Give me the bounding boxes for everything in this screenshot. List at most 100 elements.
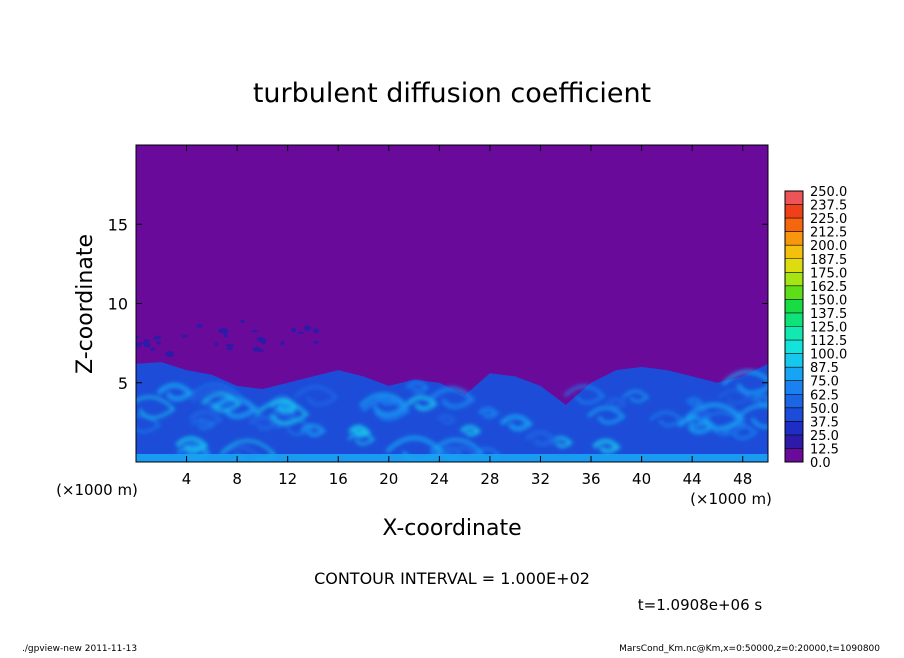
eddy-swirl <box>276 418 314 436</box>
x-tick-label: 24 <box>430 470 449 488</box>
x-tick-label: 8 <box>232 470 242 488</box>
eddy-swirl <box>190 418 215 430</box>
eddy-swirl <box>605 397 628 409</box>
detached-patch <box>214 342 219 347</box>
colorbar-swatch <box>785 272 803 286</box>
colorbar-swatch <box>785 258 803 273</box>
detached-patch <box>313 328 320 334</box>
y-tick-label: 10 <box>108 295 128 314</box>
eddy-swirl <box>405 380 430 394</box>
eddy-swirls <box>136 369 768 462</box>
eddy-swirl <box>499 414 534 432</box>
detached-patch <box>225 343 235 347</box>
colorbar-swatch <box>785 299 803 313</box>
colorbar-swatch <box>785 245 803 259</box>
detached-patch <box>143 343 151 348</box>
eddy-swirl <box>717 389 751 405</box>
colorbar-swatch <box>785 326 803 341</box>
eddy-swirl <box>586 406 626 425</box>
colorbar-swatch <box>785 394 803 408</box>
eddy-swirl <box>524 430 558 447</box>
colorbar-swatch <box>785 285 803 300</box>
colorbar-swatch <box>785 380 803 395</box>
eddy-swirl <box>247 414 280 431</box>
chart-title: turbulent diffusion coefficient <box>253 78 651 109</box>
eddy-swirl <box>428 386 476 410</box>
colorbar-level-label: 187.5 <box>810 253 847 268</box>
eddy-swirl <box>563 384 606 405</box>
colorbar <box>784 190 804 463</box>
y-tick-labels: 5 10 15 <box>108 215 128 393</box>
colorbar-level-label: 0.0 <box>810 456 831 471</box>
colorbar-level-label: 100.0 <box>810 348 847 363</box>
detached-patch <box>312 340 319 344</box>
eddy-swirl <box>136 414 162 433</box>
colorbar-level-label: 225.0 <box>810 212 847 227</box>
eddy-swirl <box>685 397 704 407</box>
eddy-swirl <box>200 392 242 412</box>
detached-patch <box>251 329 259 333</box>
eddy-swirl <box>210 396 259 419</box>
colorbar-swatch <box>785 367 803 381</box>
detached-patch <box>240 319 246 324</box>
x-tick-label: 36 <box>581 470 600 488</box>
x-tick-label: 48 <box>733 470 752 488</box>
eddy-swirl <box>136 395 176 419</box>
eddy-swirl <box>592 438 622 454</box>
y-tick-label: 5 <box>118 374 128 393</box>
x-tick-label: 32 <box>531 470 550 488</box>
colorbar-level-label: 237.5 <box>810 199 847 214</box>
eddy-swirl <box>156 382 194 402</box>
colorbar-level-label: 125.0 <box>810 321 847 336</box>
detached-patch <box>150 347 155 351</box>
footer-right-text: MarsCond_Km.nc@Km,x=0:50000,z=0:20000,t=… <box>619 644 880 654</box>
time-stamp-text: t=1.0908e+06 s <box>638 596 763 614</box>
eddy-swirl <box>459 424 482 437</box>
eddy-swirl <box>477 406 500 419</box>
detached-patch <box>226 347 234 351</box>
colorbar-level-label: 250.0 <box>810 185 847 200</box>
detached-patch <box>257 336 264 342</box>
eddy-swirl <box>190 387 244 413</box>
colorbar-level-label: 12.5 <box>810 442 839 457</box>
y-tick-label: 15 <box>108 215 128 234</box>
detached-patch <box>223 332 228 338</box>
detached-patch <box>136 336 140 339</box>
x-tick-label: 40 <box>632 470 651 488</box>
colorbar-swatch <box>785 218 803 232</box>
eddy-swirl <box>188 409 224 427</box>
detached-patch <box>280 341 285 346</box>
eddy-swirl <box>347 425 372 438</box>
colorbar-swatch <box>785 421 803 435</box>
colorbar-level-label: 162.5 <box>810 280 847 295</box>
eddy-swirl <box>622 389 650 403</box>
eddy-swirl <box>360 396 411 421</box>
colorbar-swatch <box>785 434 803 449</box>
detached-patch <box>195 323 203 328</box>
turbulence-field <box>136 319 768 462</box>
x-tick-label: 44 <box>683 470 702 488</box>
eddy-swirl <box>751 394 768 406</box>
x-tick-label: 4 <box>182 470 192 488</box>
colorbar-level-label: 25.0 <box>810 429 839 444</box>
colorbar-swatch <box>785 231 803 246</box>
boundary-layer-fill <box>136 362 768 462</box>
detached-patch <box>165 351 175 358</box>
x-axis-label: X-coordinate <box>382 516 521 541</box>
detached-patch <box>297 331 305 334</box>
colorbar-level-label: 37.5 <box>810 415 839 430</box>
y-axis-label: Z-coordinate <box>73 234 98 374</box>
x-unit-label-left: (×1000 m) <box>56 481 138 499</box>
x-tick-labels: 4 8 12 16 20 24 28 32 36 40 44 48 <box>182 470 752 488</box>
eddy-swirl <box>374 394 399 407</box>
colorbar-labels: 0.012.525.037.550.062.575.087.5100.0112.… <box>810 185 847 471</box>
colorbar-swatch <box>785 340 803 354</box>
colorbar-swatch <box>785 204 803 219</box>
colorbar-swatch <box>785 407 803 422</box>
detached-patch <box>218 328 228 331</box>
detached-patch <box>152 337 162 340</box>
x-unit-label-right: (×1000 m) <box>690 490 772 508</box>
colorbar-swatch <box>785 191 803 205</box>
plot-area <box>135 144 769 463</box>
